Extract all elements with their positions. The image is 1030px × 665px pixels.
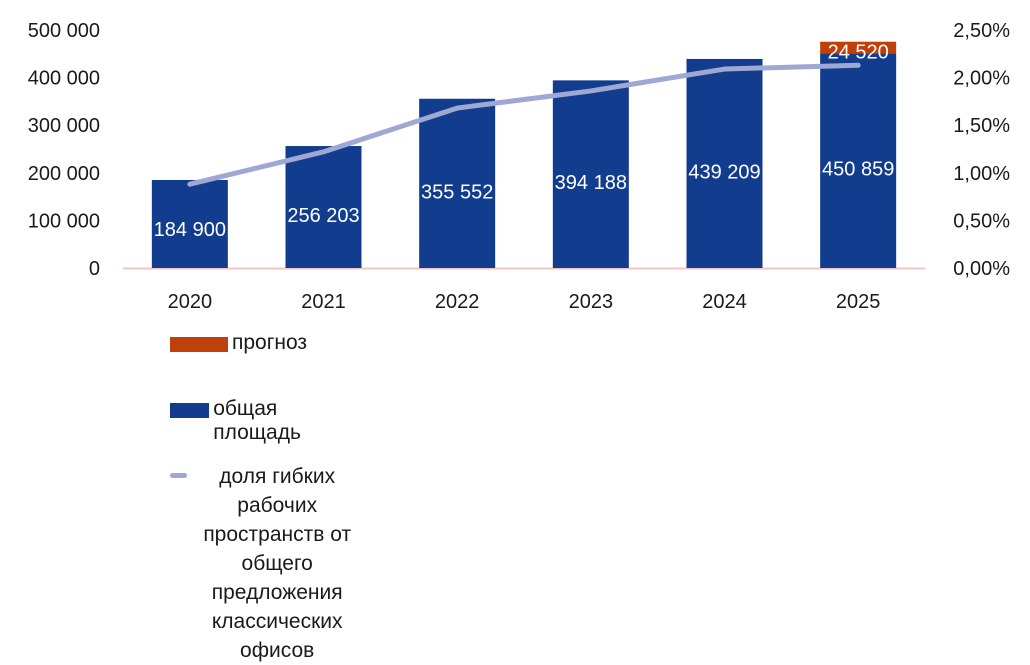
bar-data-labels: 184 900 256 203 355 552 394 188 439 209 24 52… <box>154 41 895 241</box>
left-axis-tick-label: 200 000 <box>28 163 100 185</box>
legend-swatch-forecast <box>170 337 228 352</box>
right-axis-tick-label: 2,50% <box>953 20 1010 42</box>
bar-total-area <box>820 53 897 269</box>
bar-label-total-area: 439 209 <box>688 161 760 183</box>
legend-item-forecast: прогноз <box>170 331 307 355</box>
line-series <box>187 62 861 187</box>
legend-swatch-total-area <box>170 403 210 418</box>
legend-label-share-line2: классических офисов <box>211 610 343 662</box>
bar-total-area <box>151 179 228 268</box>
x-axis-tick-label: 2021 <box>301 291 346 313</box>
bar-series <box>151 41 897 269</box>
x-axis-tick-label: 2022 <box>435 291 480 313</box>
legend-label-total-area: общая площадь <box>213 397 301 444</box>
left-axis-ticks: 0 100 000 200 000 300 000 400 000 500 000 <box>28 20 100 280</box>
legend-label-forecast: прогноз <box>232 331 308 354</box>
legend-item-share: доля гибких рабочих пространств от общег… <box>170 462 363 665</box>
left-axis-tick-label: 400 000 <box>28 68 100 90</box>
right-axis-tick-label: 0,50% <box>953 210 1010 232</box>
bar-label-total-area: 355 552 <box>421 181 493 203</box>
x-axis-tick-label: 2020 <box>168 291 213 313</box>
left-axis-tick-label: 300 000 <box>28 115 100 137</box>
legend-swatch-share <box>170 473 188 478</box>
right-axis-tick-label: 1,50% <box>953 115 1010 137</box>
bar-total-area <box>419 98 496 268</box>
bar-label-forecast: 24 520 <box>828 41 889 63</box>
bar-forecast <box>820 41 897 54</box>
legend-label-share-line1: доля гибких рабочих пространств от общег… <box>203 465 352 604</box>
legend-item-total-area: общая площадь <box>170 397 320 445</box>
bar-total-area <box>552 80 629 268</box>
bar-label-total-area: 256 203 <box>287 205 359 227</box>
x-axis-tick-label: 2025 <box>836 291 881 313</box>
left-axis-tick-label: 0 <box>89 258 100 280</box>
left-axis-tick-label: 100 000 <box>28 210 100 232</box>
right-axis-tick-label: 0,00% <box>953 258 1010 280</box>
bar-total-area <box>686 58 763 268</box>
line-share-flex-space <box>187 62 861 187</box>
bar-label-total-area: 394 188 <box>555 172 627 194</box>
bar-label-total-area: 450 859 <box>822 159 894 181</box>
x-axis-tick-label: 2023 <box>569 291 614 313</box>
bar-label-total-area: 184 900 <box>154 219 226 241</box>
x-axis-ticks: 2020 2021 2022 2023 2024 2025 <box>168 291 881 313</box>
right-axis-tick-label: 1,00% <box>953 163 1010 185</box>
right-axis-tick-label: 2,00% <box>953 68 1010 90</box>
left-axis-tick-label: 500 000 <box>28 20 100 42</box>
combo-chart: 0 100 000 200 000 300 000 400 000 500 000 0,0… <box>28 20 1011 313</box>
right-axis-ticks: 0,00% 0,50% 1,00% 1,50% 2,00% 2,50% <box>953 20 1010 280</box>
bar-total-area <box>285 146 362 268</box>
x-axis-tick-label: 2024 <box>702 291 747 313</box>
